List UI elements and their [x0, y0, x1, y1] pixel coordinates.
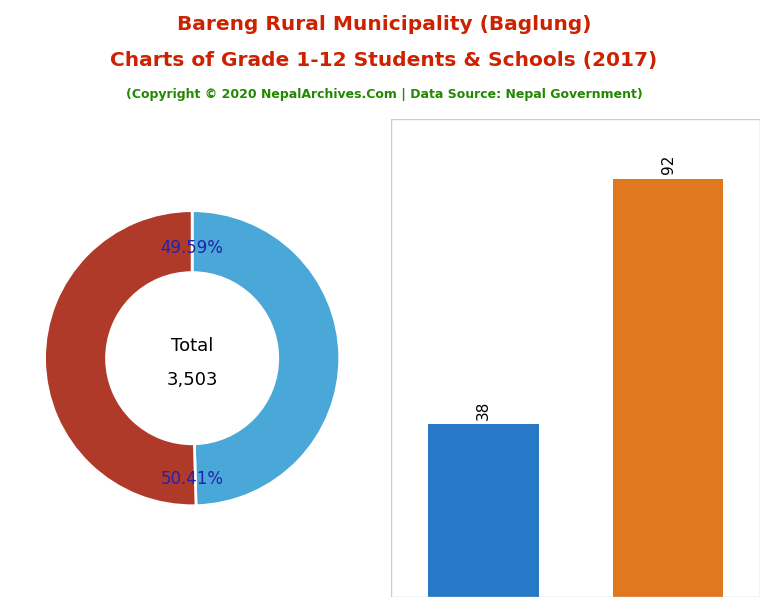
Bar	[392, 119, 760, 597]
Text: (Copyright © 2020 NepalArchives.Com | Data Source: Nepal Government): (Copyright © 2020 NepalArchives.Com | Da…	[126, 88, 642, 101]
Bar	[429, 424, 539, 597]
Wedge shape	[45, 211, 196, 506]
Text: Charts of Grade 1-12 Students & Schools (2017): Charts of Grade 1-12 Students & Schools …	[111, 51, 657, 70]
Legend: Male Students (1,737), Female Students (1,766): Male Students (1,737), Female Students (…	[0, 596, 193, 597]
Text: Total: Total	[171, 337, 214, 355]
Text: 92: 92	[660, 155, 676, 174]
Text: 49.59%: 49.59%	[161, 239, 223, 257]
Bar	[613, 179, 723, 597]
Text: 38: 38	[476, 400, 491, 420]
Wedge shape	[192, 211, 339, 506]
Text: Bareng Rural Municipality (Baglung): Bareng Rural Municipality (Baglung)	[177, 15, 591, 34]
Text: 3,503: 3,503	[167, 371, 218, 389]
Text: 50.41%: 50.41%	[161, 470, 223, 488]
